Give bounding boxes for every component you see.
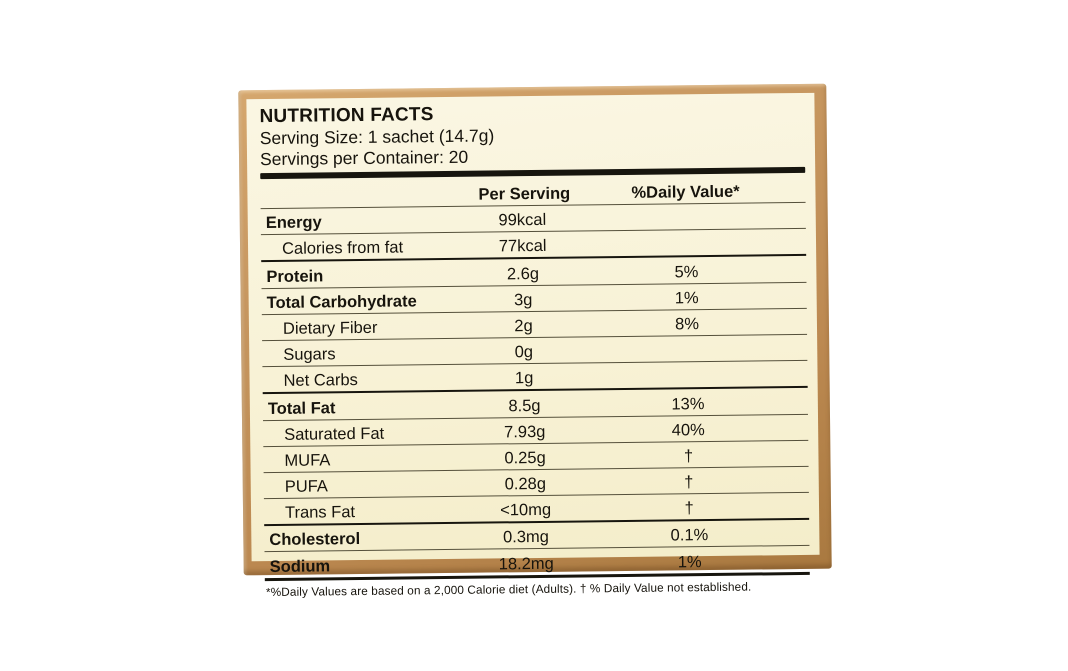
row-per-serving: 77kcal: [498, 237, 547, 256]
row-per-serving: 1g: [514, 369, 534, 388]
row-name: Calories from fat: [281, 238, 404, 259]
column-header-daily-value: %Daily Value*: [631, 182, 740, 202]
row-daily-value: †: [683, 447, 694, 466]
row-per-serving: 0.25g: [504, 448, 546, 468]
row-per-serving: 8.5g: [508, 396, 541, 415]
row-name: MUFA: [284, 451, 331, 470]
row-name: Trans Fat: [284, 503, 356, 523]
row-daily-value: †: [684, 499, 694, 518]
row-per-serving: 0.28g: [504, 474, 547, 494]
row-name: Protein: [266, 266, 324, 286]
nutrition-facts-panel: NUTRITION FACTS Serving Size: 1 sachet (…: [246, 92, 820, 599]
row-name: Sodium: [269, 556, 331, 576]
row-name: Cholesterol: [269, 530, 361, 550]
row-daily-value: 13%: [671, 394, 705, 413]
row-per-serving: 2g: [514, 316, 533, 336]
row-per-serving: 3g: [513, 290, 533, 309]
row-daily-value: 1%: [677, 552, 702, 572]
row-per-serving: 0g: [514, 343, 534, 362]
row-name: Dietary Fiber: [282, 318, 378, 338]
row-daily-value: 0.1%: [670, 526, 709, 545]
row-name: PUFA: [284, 477, 328, 496]
row-daily-value: [566, 253, 806, 256]
row-per-serving: <10mg: [500, 501, 552, 520]
product-package-photo: NUTRITION FACTS Serving Size: 1 sachet (…: [238, 83, 832, 599]
column-header-per-serving: Per Serving: [478, 184, 571, 204]
row-name: Saturated Fat: [284, 424, 385, 444]
row-name: Total Carbohydrate: [266, 292, 417, 312]
row-per-serving: 2.6g: [506, 264, 540, 283]
row-name: Total Fat: [267, 398, 336, 418]
row-daily-value: 40%: [671, 420, 705, 440]
row-daily-value: 1%: [674, 288, 699, 308]
row-per-serving: 0.3mg: [502, 528, 549, 547]
row-daily-value: †: [684, 473, 694, 492]
row-daily-value: 8%: [675, 315, 700, 334]
row-name: Net Carbs: [283, 371, 358, 391]
row-name: Energy: [265, 213, 322, 233]
row-per-serving: 18.2mg: [498, 554, 554, 574]
row-name: Sugars: [283, 345, 336, 364]
row-daily-value: [568, 385, 808, 388]
row-daily-value: 5%: [674, 262, 699, 281]
row-per-serving: 7.93g: [503, 422, 546, 442]
row-per-serving: 99kcal: [498, 211, 547, 230]
